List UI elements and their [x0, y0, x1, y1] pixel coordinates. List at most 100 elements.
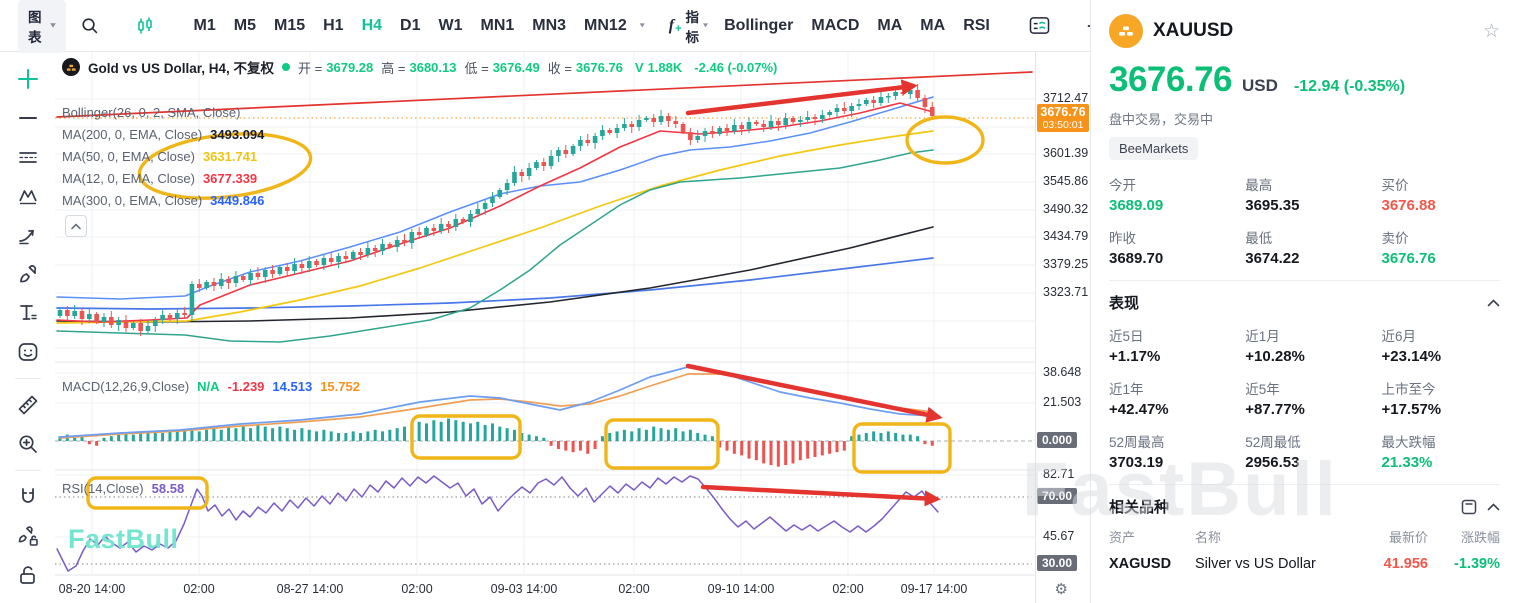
timeframe-mn1[interactable]: MN1	[480, 16, 515, 34]
yellow-ellipse-annotation	[905, 115, 985, 165]
favorite-star-icon[interactable]: ☆	[1482, 20, 1500, 42]
red-arrow-annotation	[685, 363, 943, 423]
perf-5y: 近5年 +87.77%	[1245, 382, 1305, 418]
chart-menu-button[interactable]: 图表 ▾	[18, 0, 66, 53]
perf-6m: 近6月 +23.14%	[1381, 329, 1442, 365]
channel-lines-tool-icon[interactable]	[15, 144, 41, 170]
axis-settings-gear-icon[interactable]: ⚙	[1054, 581, 1068, 598]
candles-layer	[57, 84, 935, 336]
market-status: 盘中交易，交易中	[1109, 112, 1214, 127]
quote-stats-grid: 今开 3689.09 最高 3695.35 买价 3676.88 昨收 3689.70 …	[1109, 174, 1500, 267]
divider	[14, 470, 41, 471]
time-tick: 09-03 14:00	[490, 582, 558, 596]
indicator-shortcut-bollinger[interactable]: Bollinger	[724, 16, 794, 34]
timeframe-h4-active[interactable]: H4	[361, 16, 383, 34]
chevron-up-icon[interactable]	[1487, 502, 1500, 511]
ma50-legend[interactable]: MA(50, 0, EMA, Close) 3631.741	[62, 148, 258, 164]
timeframe-m1[interactable]: M1	[193, 16, 216, 34]
yellow-box-annotation	[852, 422, 952, 474]
stat-prev-close: 昨收 3689.70	[1109, 231, 1164, 267]
gold-coin-icon	[62, 58, 80, 76]
time-tick: 02:00	[183, 582, 215, 596]
chevron-down-icon: ▾	[703, 21, 709, 30]
open-value: 3679.28	[326, 59, 374, 75]
yellow-box-annotation	[410, 414, 522, 460]
crosshair-plus-icon[interactable]	[15, 66, 41, 92]
open-label: 开 =	[298, 60, 323, 76]
price-tick: 3323.71	[1043, 285, 1089, 299]
red-arrow-annotation	[685, 79, 918, 116]
zoom-in-tool-icon[interactable]	[15, 431, 41, 457]
chart-title[interactable]: Gold vs US Dollar, H4, 不复权	[88, 61, 275, 76]
bollinger-legend[interactable]: Bollinger(26, 0, 2, SMA, Close)	[62, 104, 241, 120]
top-toolbar: 图表 ▾ M1 M5 M15 H1 H4 D1 W1 MN1 MN3 MN12 …	[0, 0, 1104, 53]
time-axis[interactable]: ⚙ 08-20 14:00 02:00 08-27 14:00 02:00 09-03 …	[55, 575, 1090, 603]
macd-tick: 38.648	[1043, 365, 1082, 379]
ruler-tool-icon[interactable]	[15, 392, 41, 418]
perf-all: 上市至今 +17.57%	[1381, 382, 1442, 418]
perf-52w-low: 52周最低 2956.53	[1245, 435, 1301, 471]
timeframe-m5[interactable]: M5	[233, 16, 256, 34]
ma200-legend[interactable]: MA(200, 0, EMA, Close) 3493.094	[62, 126, 265, 142]
timeframes-chevron-icon[interactable]: ▾	[639, 21, 645, 30]
candlestick-style-icon[interactable]	[135, 13, 155, 39]
perf-1m: 近1月 +10.28%	[1245, 329, 1305, 365]
pattern-tool-icon[interactable]	[15, 183, 41, 209]
broker-tag: BeeMarkets	[1109, 137, 1199, 160]
trend-line-tool-icon[interactable]	[15, 105, 41, 131]
indicator-shortcut-macd[interactable]: MACD	[811, 16, 860, 34]
related-section-header: 相关品种	[1109, 496, 1500, 517]
rsi-legend[interactable]: RSI(14,Close) 58.58	[62, 480, 185, 496]
stat-ask: 卖价 3676.76	[1381, 231, 1436, 267]
emoji-tool-icon[interactable]	[15, 339, 41, 365]
brush-tool-icon[interactable]	[15, 261, 41, 287]
low-value: 3676.49	[492, 59, 540, 75]
yellow-box-annotation	[604, 418, 720, 470]
ma300-legend[interactable]: MA(300, 0, EMA, Close) 3449.846	[62, 192, 265, 208]
stat-bid: 买价 3676.88	[1381, 178, 1436, 214]
timeframe-m15[interactable]: M15	[274, 16, 306, 34]
text-tool-icon[interactable]	[15, 300, 41, 326]
timeframe-d1[interactable]: D1	[400, 16, 421, 34]
layout-panels-icon[interactable]	[1029, 13, 1050, 39]
price-axis[interactable]: 3712.47 3601.39 3545.86 3490.32 3434.79 3379.…	[1035, 52, 1091, 603]
price-row: 3676.76 USD -12.94 (-0.35%)	[1109, 60, 1500, 100]
related-row-xagusd[interactable]: XAGUSD Silver vs US Dollar 41.956 -1.39%	[1109, 556, 1500, 572]
related-table: 资产 名称 最新价 涨跌幅 XAGUSD Silver vs US Dollar 41…	[1109, 527, 1500, 572]
timeframe-mn12[interactable]: MN12	[584, 16, 627, 34]
currency-label: USD	[1242, 76, 1278, 95]
divider	[1109, 280, 1500, 281]
indicator-shortcut-ma2[interactable]: MA	[920, 16, 946, 34]
collapse-legend-button[interactable]	[65, 215, 87, 237]
magnet-tool-icon[interactable]	[15, 484, 41, 510]
performance-title: 表现	[1109, 295, 1140, 312]
rsi-level-badge: 70.00	[1037, 488, 1078, 504]
unlock-tool-icon[interactable]	[15, 562, 41, 588]
timeframe-w1[interactable]: W1	[438, 16, 463, 34]
price-tick: 3379.25	[1043, 257, 1089, 271]
drawing-tool-rail	[0, 52, 55, 603]
chart-canvas[interactable]	[55, 52, 1035, 603]
red-arrow-annotation	[700, 484, 941, 507]
symbol-name: XAUUSD	[1153, 20, 1234, 41]
indicators-menu-button[interactable]: f + 指标 ▾	[669, 6, 708, 46]
search-icon[interactable]	[80, 13, 99, 39]
related-panel-icon[interactable]	[1461, 499, 1477, 515]
forecast-arrow-tool-icon[interactable]	[15, 222, 41, 248]
ma12-legend[interactable]: MA(12, 0, EMA, Close) 3677.339	[62, 170, 258, 186]
timeframe-h1[interactable]: H1	[323, 16, 344, 34]
time-tick: 02:00	[832, 582, 864, 596]
low-label: 低 =	[464, 60, 489, 76]
indicator-shortcut-ma[interactable]: MA	[877, 16, 903, 34]
quote-sidebar: XAUUSD ☆ 3676.76 USD -12.94 (-0.35%) 盘中交…	[1090, 0, 1520, 603]
stat-low: 最低 3674.22	[1245, 231, 1300, 267]
time-tick: 09-17 14:00	[900, 582, 968, 596]
last-price: 3676.76	[1109, 60, 1233, 99]
chevron-up-icon[interactable]	[1487, 298, 1500, 307]
price-tick: 3601.39	[1043, 146, 1089, 160]
indicator-shortcut-rsi[interactable]: RSI	[963, 16, 990, 34]
macd-legend[interactable]: MACD(12,26,9,Close) N/A -1.239 14.513 15…	[62, 378, 360, 394]
lock-drawings-tool-icon[interactable]	[15, 523, 41, 549]
timeframe-mn3[interactable]: MN3	[532, 16, 567, 34]
divider	[14, 378, 41, 379]
